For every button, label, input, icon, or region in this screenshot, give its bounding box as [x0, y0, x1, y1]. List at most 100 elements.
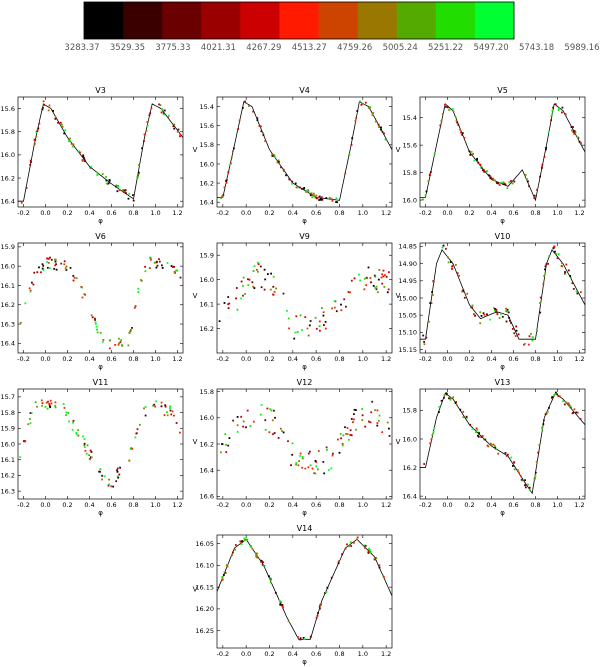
- model-curve: [420, 392, 585, 495]
- data-point: [356, 110, 359, 112]
- data-point: [145, 129, 148, 132]
- data-point: [161, 267, 164, 269]
- data-point: [295, 186, 298, 189]
- data-point: [441, 113, 444, 115]
- data-point: [355, 428, 357, 431]
- data-point: [248, 105, 250, 107]
- y-tick-label: 16.2: [1, 174, 15, 182]
- y-tick-label: 16.1: [200, 300, 214, 308]
- plot-frame: [419, 242, 586, 354]
- data-point: [469, 423, 472, 426]
- x-tick-label: -0.2: [216, 209, 229, 217]
- data-point: [38, 122, 41, 125]
- data-point: [373, 274, 376, 277]
- data-point: [496, 313, 499, 316]
- data-point: [67, 411, 70, 414]
- data-point: [314, 196, 317, 199]
- data-point: [54, 258, 56, 261]
- data-point: [224, 571, 227, 574]
- data-point: [381, 282, 384, 285]
- data-point: [328, 196, 331, 199]
- data-point: [41, 263, 44, 266]
- data-point: [497, 452, 500, 455]
- data-point: [505, 320, 508, 323]
- data-point: [277, 159, 280, 162]
- data-point: [508, 316, 510, 319]
- data-point: [282, 292, 285, 295]
- data-point: [160, 401, 163, 404]
- panel-v11: V11 -0.2 0.0 0.2 0.4 0.6 0.8 1.0 1.2 15.7 15.8 15.9…: [1, 378, 184, 517]
- data-point: [569, 275, 572, 277]
- data-point: [301, 187, 303, 190]
- data-point: [241, 107, 244, 109]
- x-tick-label: 0.0: [40, 501, 50, 509]
- data-point: [297, 186, 299, 189]
- data-point: [482, 169, 484, 172]
- data-point: [340, 437, 342, 440]
- data-point: [477, 161, 479, 164]
- data-point: [288, 327, 290, 330]
- data-point: [446, 393, 448, 395]
- data-point: [175, 422, 178, 424]
- data-point: [247, 278, 249, 281]
- data-point: [513, 461, 515, 463]
- data-point: [368, 420, 370, 423]
- data-point: [176, 130, 179, 133]
- data-point: [49, 399, 52, 402]
- panel-title: V4: [299, 86, 310, 95]
- data-point: [115, 185, 117, 188]
- data-point: [500, 313, 502, 315]
- data-point: [232, 551, 234, 554]
- data-point: [246, 539, 248, 541]
- y-tick-label: 16.3: [1, 487, 15, 495]
- data-point: [94, 321, 97, 324]
- data-point: [553, 393, 556, 396]
- data-point: [369, 549, 371, 552]
- data-point: [571, 129, 573, 132]
- data-point: [349, 429, 352, 432]
- data-point: [272, 293, 274, 296]
- data-point: [493, 179, 496, 182]
- data-point: [179, 431, 181, 434]
- data-point: [319, 604, 321, 606]
- x-tick-label: 0.8: [128, 501, 138, 509]
- data-point: [221, 195, 223, 198]
- data-point: [176, 269, 179, 272]
- data-point: [313, 195, 315, 197]
- data-point: [369, 551, 372, 553]
- data-point: [241, 540, 244, 542]
- data-point: [459, 408, 462, 411]
- data-point: [46, 266, 49, 269]
- data-point: [84, 293, 87, 296]
- data-point: [531, 339, 534, 342]
- data-point: [236, 416, 239, 418]
- data-point: [304, 316, 307, 318]
- data-point: [228, 164, 231, 166]
- data-point: [510, 180, 512, 182]
- data-point: [452, 396, 454, 399]
- data-point: [117, 476, 120, 479]
- data-point: [442, 244, 445, 247]
- data-point: [554, 250, 556, 253]
- data-point: [374, 276, 377, 278]
- data-point: [502, 181, 504, 184]
- data-point: [330, 197, 333, 200]
- data-point: [83, 158, 86, 161]
- data-point: [319, 329, 321, 332]
- data-point: [348, 545, 350, 548]
- data-point: [326, 586, 329, 589]
- data-point: [245, 426, 247, 429]
- x-tick-label: 0.4: [486, 209, 496, 217]
- colorbar-segment: [396, 2, 437, 39]
- data-point: [313, 472, 315, 474]
- data-point: [443, 393, 446, 396]
- data-point: [355, 117, 358, 119]
- data-point: [335, 201, 337, 203]
- data-point: [533, 197, 536, 199]
- data-point: [364, 101, 367, 104]
- x-tick-label: 1.2: [172, 355, 182, 363]
- data-point: [480, 166, 483, 169]
- data-point: [495, 448, 497, 451]
- data-point: [46, 257, 49, 260]
- data-point: [387, 288, 390, 291]
